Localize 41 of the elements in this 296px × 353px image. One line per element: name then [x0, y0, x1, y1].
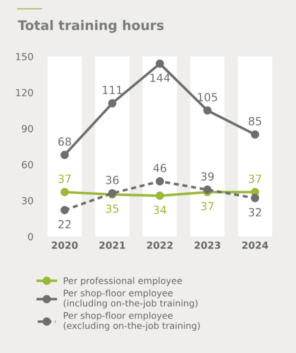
legend-label: Per shop-floor employee (excluding on-the-job training): [64, 312, 200, 331]
data-label: 37: [201, 202, 214, 210]
data-label: 68: [58, 137, 71, 146]
data-label: 37: [248, 174, 262, 184]
legend-label: Per professional employee: [64, 277, 182, 286]
point: [60, 206, 69, 214]
y-tick-label: 0: [28, 232, 33, 240]
legend-label: Per shop-floor employee (including on-the-job training): [64, 289, 198, 308]
chart-title: Total training hours: [18, 20, 164, 33]
y-tick-label: 150: [16, 52, 33, 60]
data-label: 39: [201, 172, 214, 181]
x-tick-label: 2020: [52, 242, 78, 249]
data-label: 85: [248, 116, 262, 126]
data-label: 34: [154, 206, 166, 214]
point: [156, 177, 164, 186]
data-label: 37: [58, 174, 71, 184]
data-label: 22: [58, 220, 71, 228]
x-tick-label: 2022: [147, 242, 173, 249]
y-tick-label: 60: [22, 160, 33, 168]
data-label: 105: [198, 92, 218, 102]
data-label: 144: [150, 74, 170, 82]
data-label: 46: [153, 164, 166, 172]
point: [203, 186, 212, 194]
point: [156, 60, 164, 68]
point: [108, 99, 116, 108]
point: [156, 192, 164, 200]
point: [250, 130, 260, 139]
x-tick-label: 2024: [242, 242, 268, 249]
point: [203, 106, 212, 115]
y-tick-label: 30: [22, 196, 33, 204]
data-label: 36: [106, 176, 119, 184]
x-tick-label: 2021: [99, 242, 126, 249]
point: [60, 188, 69, 196]
data-label: 32: [248, 208, 261, 216]
x-tick-label: 2023: [194, 242, 220, 249]
point: [250, 194, 260, 202]
point: [60, 150, 69, 160]
y-tick-label: 120: [16, 88, 33, 96]
data-label: 111: [102, 86, 122, 94]
data-label: 35: [106, 204, 118, 213]
y-tick-label: 90: [22, 124, 33, 132]
